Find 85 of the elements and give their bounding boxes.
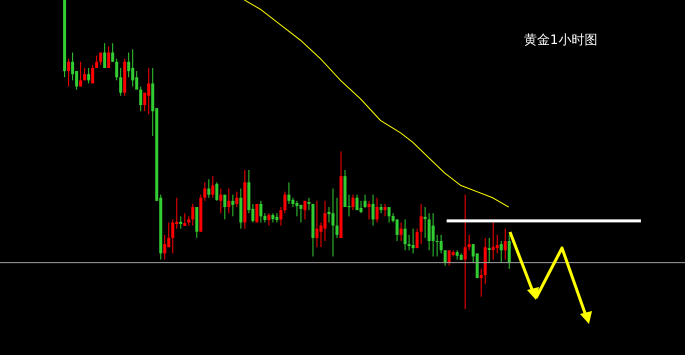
candlestick xyxy=(187,216,190,226)
candlestick xyxy=(384,203,387,217)
candlestick xyxy=(388,206,391,223)
candlestick xyxy=(352,194,355,211)
candlestick xyxy=(87,67,90,84)
candlestick xyxy=(356,194,359,211)
candlestick xyxy=(380,203,383,214)
candlestick xyxy=(191,203,194,226)
candlestick xyxy=(67,58,70,88)
candlestick xyxy=(119,67,122,96)
candlestick xyxy=(103,42,106,68)
candlestick xyxy=(127,52,130,78)
candlestick xyxy=(107,46,110,68)
candlestick xyxy=(275,212,278,223)
candlestick xyxy=(283,191,286,214)
candlestick xyxy=(416,228,419,249)
candlestick xyxy=(271,212,274,223)
candlestick xyxy=(79,61,82,88)
candlestick xyxy=(183,212,186,226)
candlestick xyxy=(408,234,411,251)
candlestick xyxy=(440,234,443,254)
candlestick xyxy=(211,176,214,198)
candlestick xyxy=(444,250,447,266)
candlestick xyxy=(279,206,282,226)
candlestick xyxy=(456,250,459,260)
candlestick xyxy=(131,48,134,88)
candlestick xyxy=(315,200,318,248)
candlestick xyxy=(331,188,334,257)
candlestick xyxy=(504,228,507,260)
candlestick xyxy=(231,194,234,217)
candlestick xyxy=(111,42,114,62)
candlestick xyxy=(376,197,379,223)
candlestick xyxy=(163,234,166,260)
candlestick xyxy=(496,234,499,254)
candlestick xyxy=(428,212,431,251)
candlestick xyxy=(287,182,290,204)
candlestick xyxy=(215,182,218,202)
candlestick xyxy=(95,55,98,68)
candlestick xyxy=(307,197,310,211)
candlestick xyxy=(323,200,326,242)
candlestick xyxy=(335,197,338,238)
candlestick xyxy=(235,191,238,208)
candlestick xyxy=(420,203,423,245)
candlestick xyxy=(448,250,451,266)
candlestick xyxy=(255,203,258,223)
candlestick xyxy=(303,200,306,220)
candlestick xyxy=(372,194,375,226)
candlestick xyxy=(400,222,403,242)
candlestick xyxy=(259,200,262,223)
candlestick xyxy=(327,206,330,223)
candlestick xyxy=(219,188,222,214)
candlestick xyxy=(500,240,503,264)
candlestick xyxy=(404,218,407,251)
candlestick xyxy=(468,234,471,251)
candlestick xyxy=(492,222,495,260)
candlestick xyxy=(91,64,94,84)
candlestick xyxy=(147,67,150,115)
candlestick xyxy=(364,194,367,208)
candlestick xyxy=(396,218,399,242)
candlestick xyxy=(267,212,270,226)
candlestick xyxy=(295,200,298,217)
candlestick xyxy=(203,182,206,202)
candlestick xyxy=(171,218,174,254)
candlestick xyxy=(424,206,427,238)
text: 黄金1小时图 xyxy=(524,32,598,49)
candlestick xyxy=(464,194,467,309)
candlestick xyxy=(368,200,371,220)
candlestick xyxy=(139,86,142,112)
candlestick xyxy=(412,228,415,254)
candlestick xyxy=(115,58,118,81)
candlestick xyxy=(360,200,363,214)
candlestick xyxy=(508,234,511,270)
candlestick xyxy=(135,70,138,90)
candlestick xyxy=(99,52,102,66)
candlestick xyxy=(488,237,491,264)
candlestick xyxy=(223,194,226,220)
candlestick xyxy=(291,197,294,208)
candlestick xyxy=(179,216,182,230)
candlestick xyxy=(83,67,86,81)
candlestick xyxy=(436,234,439,257)
candlestick xyxy=(227,188,230,214)
candlestick xyxy=(299,204,302,223)
candlestick xyxy=(207,178,210,198)
candlestick xyxy=(432,212,435,257)
candlestick xyxy=(480,268,483,298)
